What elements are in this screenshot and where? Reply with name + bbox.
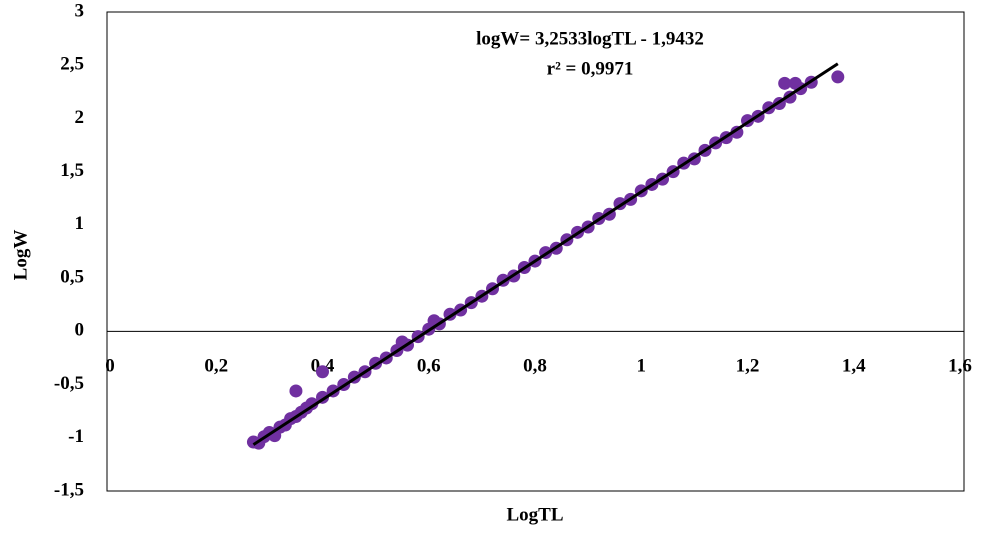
r-squared: r² = 0,9971 (547, 58, 634, 79)
plot-area (106, 11, 965, 492)
x-tick-label: 0,6 (417, 356, 441, 377)
x-tick-label: 0,2 (204, 356, 228, 377)
x-tick-label: 0 (105, 356, 115, 377)
equation: logW= 3,2533logTL - 1,9432 (476, 28, 704, 49)
data-point (289, 384, 303, 398)
x-tick-label: 1 (637, 356, 647, 377)
x-tick-label: 1,6 (948, 356, 972, 377)
y-tick-label: 1 (75, 213, 85, 234)
y-tick-label: 3 (75, 0, 85, 21)
x-axis-label: LogTL (506, 504, 563, 525)
trendline (252, 62, 839, 446)
y-tick-label: 0 (75, 320, 85, 341)
y-tick-label: -1,5 (54, 479, 84, 500)
y-tick-label: -0,5 (54, 373, 84, 394)
data-point (316, 365, 329, 379)
y-tick-label: 2 (75, 107, 85, 128)
data-point (831, 70, 845, 84)
data-point (778, 76, 792, 90)
x-tick-label: 0,8 (523, 356, 547, 377)
y-tick-label: 0,5 (60, 266, 84, 287)
y-tick-label: 2,5 (60, 54, 84, 75)
y-axis-label: LogW (10, 230, 31, 281)
x-tick-label: 1,4 (842, 356, 866, 377)
y-tick-label: -1 (68, 426, 84, 447)
y-tick-label: 1,5 (60, 160, 84, 181)
x-tick-label: 1,2 (736, 356, 760, 377)
